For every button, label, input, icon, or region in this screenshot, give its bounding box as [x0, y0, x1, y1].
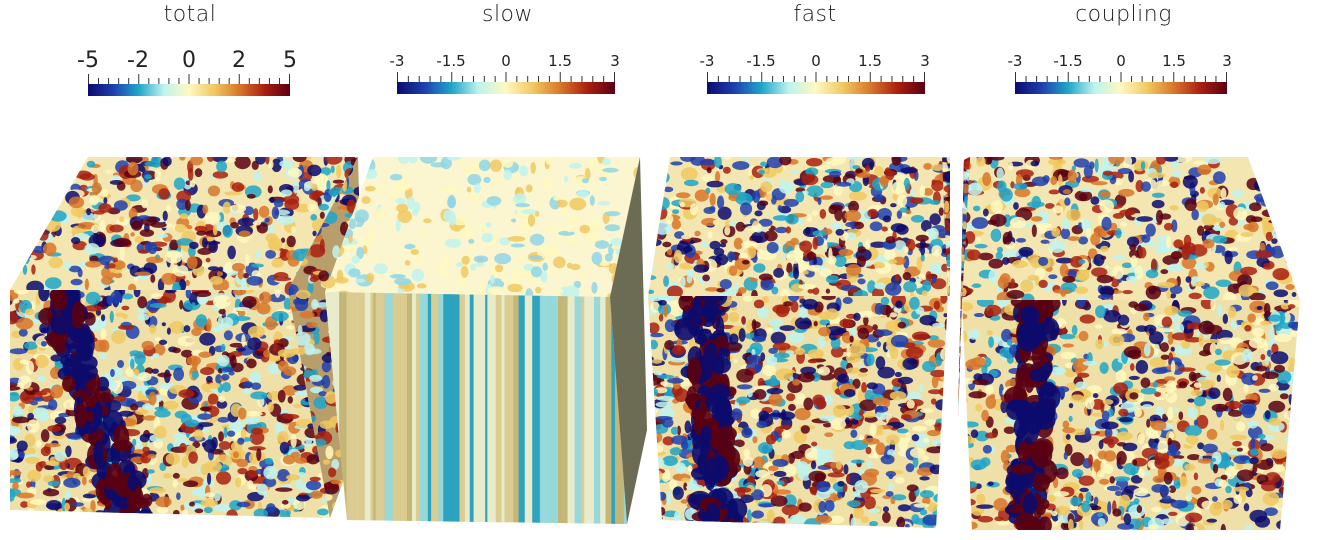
tick-label: -2: [127, 48, 149, 73]
tick-label: 1.5: [1162, 52, 1186, 70]
colorbar-gradient: [1015, 72, 1227, 94]
tick-label: 3: [1222, 52, 1232, 70]
colorbar-tick-labels: -5 -2 0 2 5: [77, 48, 297, 73]
panel-title: slow: [481, 2, 534, 27]
tick-label: 2: [232, 48, 246, 73]
tick-label: -1.5: [436, 52, 466, 70]
panel-title: fast: [793, 2, 837, 27]
cube-face-front: [962, 300, 1300, 530]
tick-label: 1.5: [548, 52, 572, 70]
tick-label: 0: [1116, 52, 1126, 70]
colorbar-bar: [397, 82, 615, 94]
tick-label: 3: [920, 52, 930, 70]
cube-face-front: [325, 292, 627, 524]
cube-face-top: [962, 157, 1300, 300]
panel-coupling: coupling -3 -1.5 0 1.5 3: [950, 0, 1324, 540]
panel-title: total: [163, 2, 217, 27]
tick-label: 0: [501, 52, 511, 70]
colorbar-tick-labels: -3 -1.5 0 1.5 3: [1008, 52, 1232, 74]
tick-label: -1.5: [1053, 52, 1083, 70]
tick-label: 3: [610, 52, 620, 70]
colorbar-gradient: [88, 74, 290, 96]
cube-rendering: [648, 157, 950, 528]
tick-label: -1.5: [746, 52, 776, 70]
colorbar-bar: [1015, 82, 1227, 94]
tick-label: 0: [182, 48, 196, 73]
tick-label: -5: [77, 48, 99, 73]
colorbar-gradient: [707, 72, 925, 94]
tick-label: 5: [283, 48, 297, 73]
colorbar-gradient: [397, 72, 615, 94]
panel-fast: fast -3 -1.5 0 1.5 3: [640, 0, 960, 540]
tick-label: -3: [699, 52, 715, 70]
panel-slow: slow -3 -1.5 0 1.5 3: [315, 0, 655, 540]
colorbar: -3 -1.5 0 1.5 3: [1008, 52, 1232, 102]
cube-rendering: [958, 157, 1300, 530]
cube-face-front: [10, 290, 330, 518]
cube-face-top: [10, 157, 358, 290]
cube-rendering: [325, 157, 647, 524]
colorbar-tick-labels: -3 -1.5 0 1.5 3: [390, 52, 620, 74]
colorbar-tick-labels: -3 -1.5 0 1.5 3: [700, 52, 930, 74]
cube-face-top: [325, 157, 640, 297]
colorbar: -5 -2 0 2 5: [77, 48, 297, 100]
tick-label: -3: [389, 52, 405, 70]
cube-face-top: [648, 157, 948, 296]
colorbar-bar: [707, 82, 925, 94]
colorbar: -3 -1.5 0 1.5 3: [700, 52, 930, 102]
tick-label: 1.5: [858, 52, 882, 70]
colorbar: -3 -1.5 0 1.5 3: [390, 52, 620, 102]
tick-label: 0: [811, 52, 821, 70]
tick-label: -3: [1007, 52, 1023, 70]
colorbar-bar: [88, 84, 290, 96]
cube-face-front: [648, 296, 948, 528]
panel-title: coupling: [1075, 2, 1172, 27]
